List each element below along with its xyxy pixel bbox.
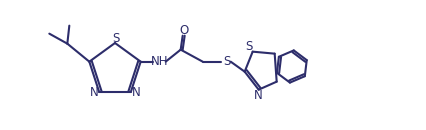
Text: S: S [245,40,252,53]
Text: S: S [112,31,119,44]
Text: N: N [89,86,98,99]
Text: NH: NH [150,55,168,68]
Text: N: N [131,86,140,99]
Text: S: S [222,55,230,68]
Text: O: O [178,24,188,37]
Text: N: N [254,89,262,102]
